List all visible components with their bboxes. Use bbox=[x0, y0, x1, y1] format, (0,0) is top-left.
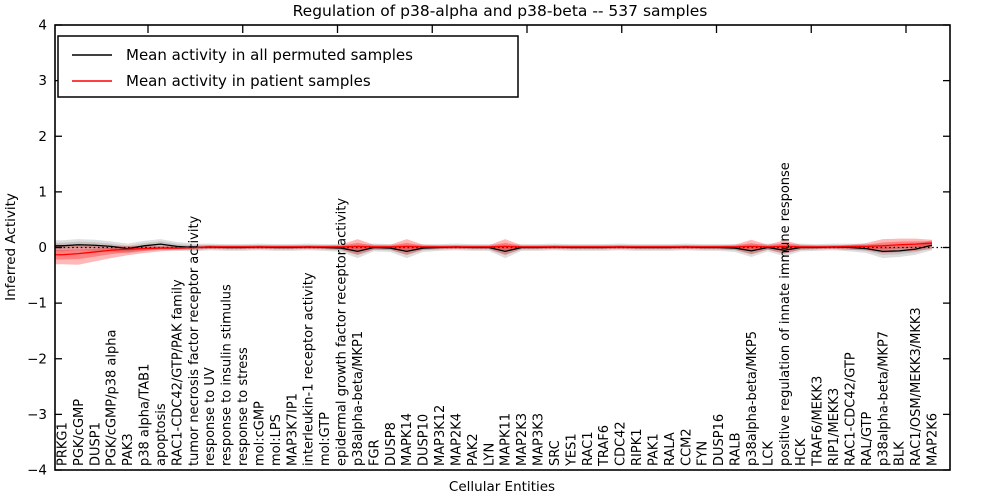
chart-title: Regulation of p38-alpha and p38-beta -- … bbox=[293, 2, 708, 20]
mean-lines bbox=[55, 242, 933, 256]
x-tick-label: RAC1 bbox=[581, 431, 596, 466]
x-tick-label: response to insulin stimulus bbox=[220, 284, 235, 466]
legend: Mean activity in all permuted samples Me… bbox=[57, 35, 519, 98]
x-tick-label: BLK bbox=[893, 441, 908, 466]
x-tick-label: RALA bbox=[663, 432, 678, 466]
x-tick-label: PAK2 bbox=[466, 433, 481, 466]
x-tick-label: PGK/cGMP/p38 alpha bbox=[105, 330, 120, 466]
x-tick-label: MAP2K3 bbox=[515, 413, 530, 466]
x-tick-label: interleukin-1 receptor activity bbox=[302, 272, 317, 466]
legend-label-permuted: Mean activity in all permuted samples bbox=[126, 46, 413, 64]
x-tick-labels: PRKG1 PGK/cGMP DUSP1 PGK/cGMP/p38 alpha PAK3… bbox=[56, 162, 941, 467]
x-tick-label: DUSP1 bbox=[88, 422, 103, 466]
x-tick-label: response to UV bbox=[203, 367, 218, 466]
x-tick-label: FYN bbox=[696, 441, 711, 466]
x-tick-label: DUSP16 bbox=[712, 414, 727, 466]
patient-mean-line bbox=[55, 242, 933, 256]
x-tick-label: MAP2K4 bbox=[449, 413, 464, 466]
x-tick-label: RALB bbox=[729, 432, 744, 466]
x-tick-label: MAP3K12 bbox=[433, 405, 448, 466]
y-tick-label: −2 bbox=[27, 351, 47, 367]
y-tick-label: 0 bbox=[38, 240, 47, 256]
x-tick-label: p38alpha-beta/MKP1 bbox=[351, 331, 366, 466]
x-tick-label: CDC42 bbox=[614, 421, 629, 466]
x-tick-label: mol:LPS bbox=[269, 414, 284, 466]
x-tick-label: RAC1-CDC42/GTP bbox=[843, 352, 858, 466]
x-tick-label: p38alpha-beta/MKP5 bbox=[745, 331, 760, 466]
x-tick-label: mol:GTP bbox=[318, 412, 333, 466]
x-tick-label: LCK bbox=[761, 441, 776, 466]
x-tick-label: response to stress bbox=[236, 347, 251, 466]
x-tick-label: DUSP8 bbox=[384, 422, 399, 466]
y-axis-label: Inferred Activity bbox=[3, 193, 19, 301]
y-tick-label: 1 bbox=[38, 184, 47, 200]
x-tick-label: RAL/GTP bbox=[860, 411, 875, 466]
patient-band-outer bbox=[55, 238, 932, 265]
y-tick-label: 3 bbox=[38, 73, 47, 89]
x-tick-label: LYN bbox=[482, 443, 497, 466]
x-tick-label: PAK3 bbox=[121, 433, 136, 466]
x-tick-label: CCM2 bbox=[679, 428, 694, 466]
x-tick-label: p38alpha-beta/MKP7 bbox=[876, 331, 891, 466]
x-tick-label: TRAF6 bbox=[597, 425, 612, 467]
y-tick-label: −1 bbox=[27, 296, 47, 312]
y-tick-label: 2 bbox=[38, 129, 47, 145]
x-tick-label: RIPK1 bbox=[630, 428, 645, 466]
x-tick-label: TRAF6/MEKK3 bbox=[811, 376, 826, 467]
legend-label-patient: Mean activity in patient samples bbox=[126, 72, 371, 90]
plot-frame bbox=[54, 24, 951, 471]
y-tick-label: −3 bbox=[27, 407, 47, 423]
x-tick-label: DUSP10 bbox=[417, 414, 432, 466]
x-tick-label: PGK/cGMP bbox=[72, 399, 87, 466]
x-tick-label: MAP3K7IP1 bbox=[285, 393, 300, 466]
x-tick-label: RAC1-CDC42/GTP/PAK family bbox=[170, 279, 185, 466]
y-tick-label: −4 bbox=[27, 463, 47, 479]
x-tick-label: PRKG1 bbox=[56, 422, 71, 466]
x-tick-label: mol:cGMP bbox=[252, 401, 267, 466]
x-tick-label: FGR bbox=[367, 439, 382, 466]
x-tick-label: apoptosis bbox=[154, 403, 169, 466]
x-tick-label: MAP2K6 bbox=[926, 413, 941, 466]
x-axis-label: Cellular Entities bbox=[449, 479, 555, 495]
y-tick-labels: 4 3 2 1 0 −1 −2 −3 −4 bbox=[27, 18, 47, 479]
x-tick-label: RAC1/OSM/MEKK3/MKK3 bbox=[909, 307, 924, 466]
x-tick-label: MAPK14 bbox=[400, 413, 415, 466]
x-tick-label: epidermal growth factor receptor activit… bbox=[335, 198, 350, 466]
x-tick-label: tumor necrosis factor receptor activity bbox=[187, 215, 202, 466]
x-tick-label: p38 alpha/TAB1 bbox=[138, 364, 153, 466]
y-tick-label: 4 bbox=[38, 18, 47, 34]
legend-box bbox=[57, 35, 519, 98]
x-tick-label: SRC bbox=[548, 440, 563, 466]
x-tick-label: MAPK11 bbox=[499, 413, 514, 466]
x-tick-label: PAK1 bbox=[646, 433, 661, 466]
x-tick-label: HCK bbox=[794, 438, 809, 466]
x-tick-label: positive regulation of innate immune res… bbox=[778, 162, 793, 466]
x-tick-label: MAP3K3 bbox=[532, 413, 547, 466]
x-tick-label: RIP1/MEKK3 bbox=[827, 388, 842, 466]
x-tick-label: YES1 bbox=[564, 433, 579, 467]
